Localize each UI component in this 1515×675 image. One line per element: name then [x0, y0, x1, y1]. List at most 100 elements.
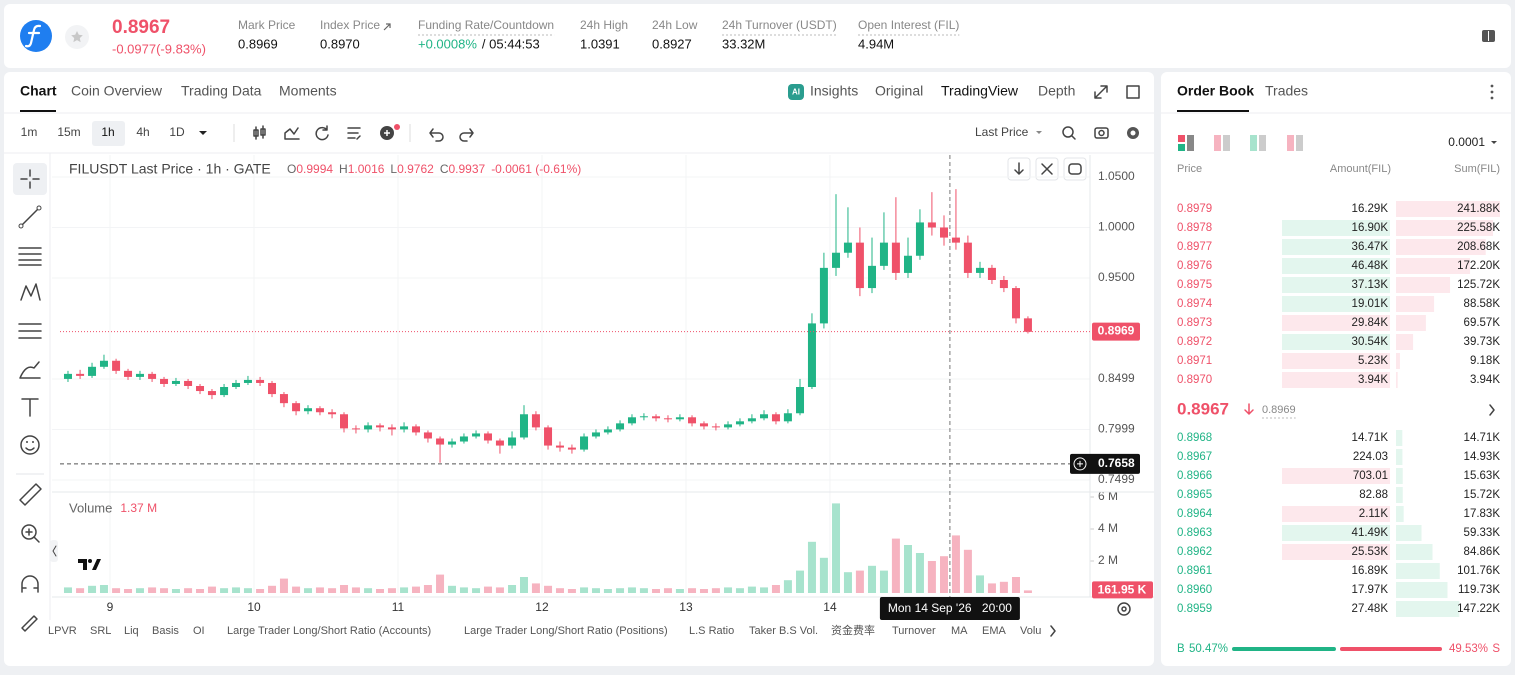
emoji-tool[interactable]: [20, 435, 40, 455]
brush-tool[interactable]: [19, 361, 41, 379]
volume-bar: [843, 572, 852, 593]
view-tab[interactable]: Depth: [1038, 83, 1075, 99]
indicator-icon[interactable]: [284, 127, 300, 140]
text-tool[interactable]: [21, 398, 39, 417]
ob-price[interactable]: 0.8978: [1177, 222, 1212, 234]
caret[interactable]: [199, 131, 207, 135]
magnet-tool[interactable]: [21, 575, 39, 593]
indicator-tab[interactable]: Liq: [124, 625, 139, 637]
ruler-tool[interactable]: [19, 483, 42, 506]
indicator-tab[interactable]: 资金费率: [831, 623, 875, 637]
ob-price[interactable]: 0.8974: [1177, 298, 1213, 310]
redo-icon[interactable]: [459, 128, 474, 142]
candle-type-icon[interactable]: [253, 125, 266, 140]
ob-price[interactable]: 0.8968: [1177, 432, 1212, 444]
view-tab[interactable]: Insights: [810, 83, 858, 99]
chart-tab[interactable]: Moments: [279, 83, 337, 99]
crosshair-tool[interactable]: [20, 169, 40, 189]
collapse-handle[interactable]: [50, 540, 58, 562]
interval[interactable]: 1m: [21, 125, 38, 139]
chart-tab[interactable]: Chart: [20, 83, 57, 99]
window-icon[interactable]: [1126, 85, 1140, 99]
pen-tool[interactable]: [21, 615, 38, 632]
view-tab[interactable]: TradingView: [941, 83, 1019, 99]
ob-price[interactable]: 0.8971: [1177, 355, 1212, 367]
indicator-tab[interactable]: Taker B.S Vol.: [749, 625, 818, 637]
fib-tool[interactable]: [18, 247, 42, 266]
volume-bar: [975, 575, 984, 593]
settings-icon[interactable]: [1127, 127, 1139, 139]
indicator-tab[interactable]: Turnover: [892, 625, 936, 637]
line-tool[interactable]: [18, 205, 42, 229]
interval[interactable]: 1D: [169, 125, 185, 139]
indicator-tab[interactable]: LPVR: [48, 625, 77, 637]
indicator-tab[interactable]: MA: [951, 625, 968, 637]
interval[interactable]: 15m: [57, 125, 80, 139]
price-type[interactable]: Last Price: [975, 125, 1029, 139]
indicator-tab[interactable]: Volu: [1020, 625, 1041, 637]
expand-icon[interactable]: [1094, 85, 1108, 99]
chart-box-buttons[interactable]: [1007, 157, 1087, 181]
more-icon[interactable]: [1490, 84, 1494, 100]
ob-price[interactable]: 0.8964: [1177, 508, 1213, 520]
ob-price[interactable]: 0.8966: [1177, 470, 1212, 482]
indicator-scroll[interactable]: [1050, 625, 1056, 637]
ob-price[interactable]: 0.8967: [1177, 451, 1212, 463]
view-tab[interactable]: Original: [875, 83, 923, 99]
ob-price[interactable]: 0.8962: [1177, 546, 1212, 558]
ob-column: Price: [1177, 163, 1202, 175]
ob-price[interactable]: 0.8977: [1177, 241, 1212, 253]
axis-settings[interactable]: [1117, 602, 1131, 616]
replay-icon[interactable]: [315, 125, 329, 141]
projection-tool[interactable]: [18, 323, 42, 339]
chart-tab[interactable]: Trading Data: [181, 83, 262, 99]
caret[interactable]: [1491, 141, 1497, 144]
tool-selected: [13, 163, 47, 195]
indicator-tab[interactable]: EMA: [982, 625, 1007, 637]
ob-precision[interactable]: 0.0001: [1448, 135, 1485, 149]
ob-price[interactable]: 0.8959: [1177, 603, 1212, 615]
chart-tab[interactable]: Coin Overview: [71, 83, 163, 99]
ob-price[interactable]: 0.8960: [1177, 584, 1212, 596]
depth-bar: [1396, 601, 1460, 617]
indicator-tab[interactable]: Basis: [152, 625, 179, 637]
ob-price[interactable]: 0.8973: [1177, 317, 1212, 329]
buy-ratio: 50.47%: [1189, 643, 1228, 655]
interval[interactable]: 1h: [101, 125, 114, 139]
undo-icon[interactable]: [429, 128, 444, 142]
chevron[interactable]: [1489, 404, 1495, 416]
ob-price[interactable]: 0.8972: [1177, 336, 1212, 348]
search-icon[interactable]: [1062, 126, 1076, 140]
camera-icon[interactable]: [1094, 127, 1109, 139]
add-alert[interactable]: [1073, 457, 1087, 471]
ob-price[interactable]: 0.8961: [1177, 565, 1212, 577]
ob-tab[interactable]: Trades: [1265, 83, 1308, 99]
caret[interactable]: [1036, 131, 1042, 134]
ob-price[interactable]: 0.8976: [1177, 260, 1212, 272]
ob-tab[interactable]: Order Book: [1177, 83, 1254, 99]
interval[interactable]: 4h: [136, 125, 149, 139]
y-tick-label: 1.0500: [1098, 169, 1135, 183]
book-icon[interactable]: [1482, 30, 1495, 42]
favorite-button[interactable]: [65, 25, 89, 49]
layout-buttons[interactable]: [1178, 135, 1303, 151]
ob-price[interactable]: 0.8979: [1177, 203, 1212, 215]
ob-price[interactable]: 0.8965: [1177, 489, 1212, 501]
alert-icon[interactable]: [380, 124, 400, 140]
indicator-tab[interactable]: Large Trader Long/Short Ratio (Accounts): [227, 625, 431, 637]
ob-price[interactable]: 0.8975: [1177, 279, 1212, 291]
indicator-tab[interactable]: Large Trader Long/Short Ratio (Positions…: [464, 625, 668, 637]
ob-sum: 84.86K: [1464, 546, 1501, 558]
ob-price[interactable]: 0.8963: [1177, 527, 1212, 539]
depth-bar: [1396, 277, 1451, 293]
zoom-tool[interactable]: [21, 524, 40, 543]
template-icon[interactable]: [347, 127, 361, 140]
pattern-tool[interactable]: [20, 283, 41, 301]
ob-price[interactable]: 0.8970: [1177, 374, 1212, 386]
indicator-tab[interactable]: OI: [193, 625, 205, 637]
candle-body: [591, 432, 600, 437]
volume-legend-value: 1.37 M: [120, 501, 157, 515]
indicator-tab[interactable]: L.S Ratio: [689, 625, 734, 637]
indicator-tab[interactable]: SRL: [90, 625, 111, 637]
ob-amount: 29.84K: [1352, 317, 1389, 329]
